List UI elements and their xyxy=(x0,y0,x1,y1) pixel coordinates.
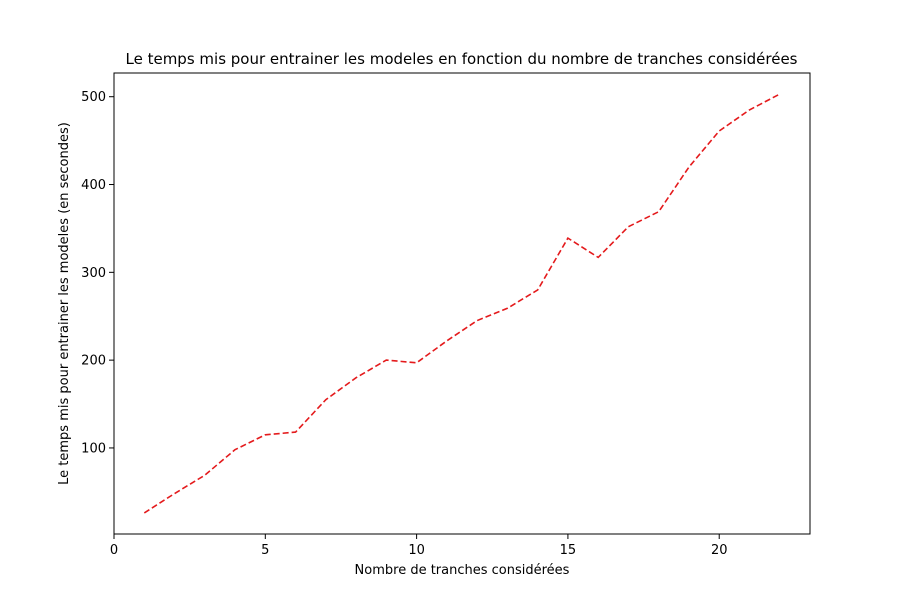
y-tick-label: 200 xyxy=(81,354,106,369)
x-tick-label: 10 xyxy=(408,543,425,558)
series-line xyxy=(143,93,781,514)
x-axis-ticks: 0 5 10 15 20 xyxy=(110,534,728,558)
x-tick-label: 0 xyxy=(110,543,118,558)
plot-frame xyxy=(113,72,811,535)
y-tick-label: 100 xyxy=(81,441,106,456)
x-tick-label: 20 xyxy=(711,543,728,558)
y-axis-ticks: 100 200 300 400 500 xyxy=(81,90,114,456)
y-axis-label: Le temps mis pour entrainer les modeles … xyxy=(57,122,72,485)
chart-title: Le temps mis pour entrainer les modeles … xyxy=(126,50,798,68)
x-axis-label: Nombre de tranches considérées xyxy=(355,563,570,578)
series-layer xyxy=(143,93,781,514)
x-tick-label: 15 xyxy=(560,543,577,558)
x-tick-label: 5 xyxy=(261,543,269,558)
y-tick-label: 400 xyxy=(81,178,106,193)
y-tick-label: 300 xyxy=(81,266,106,281)
y-tick-label: 500 xyxy=(81,90,106,105)
